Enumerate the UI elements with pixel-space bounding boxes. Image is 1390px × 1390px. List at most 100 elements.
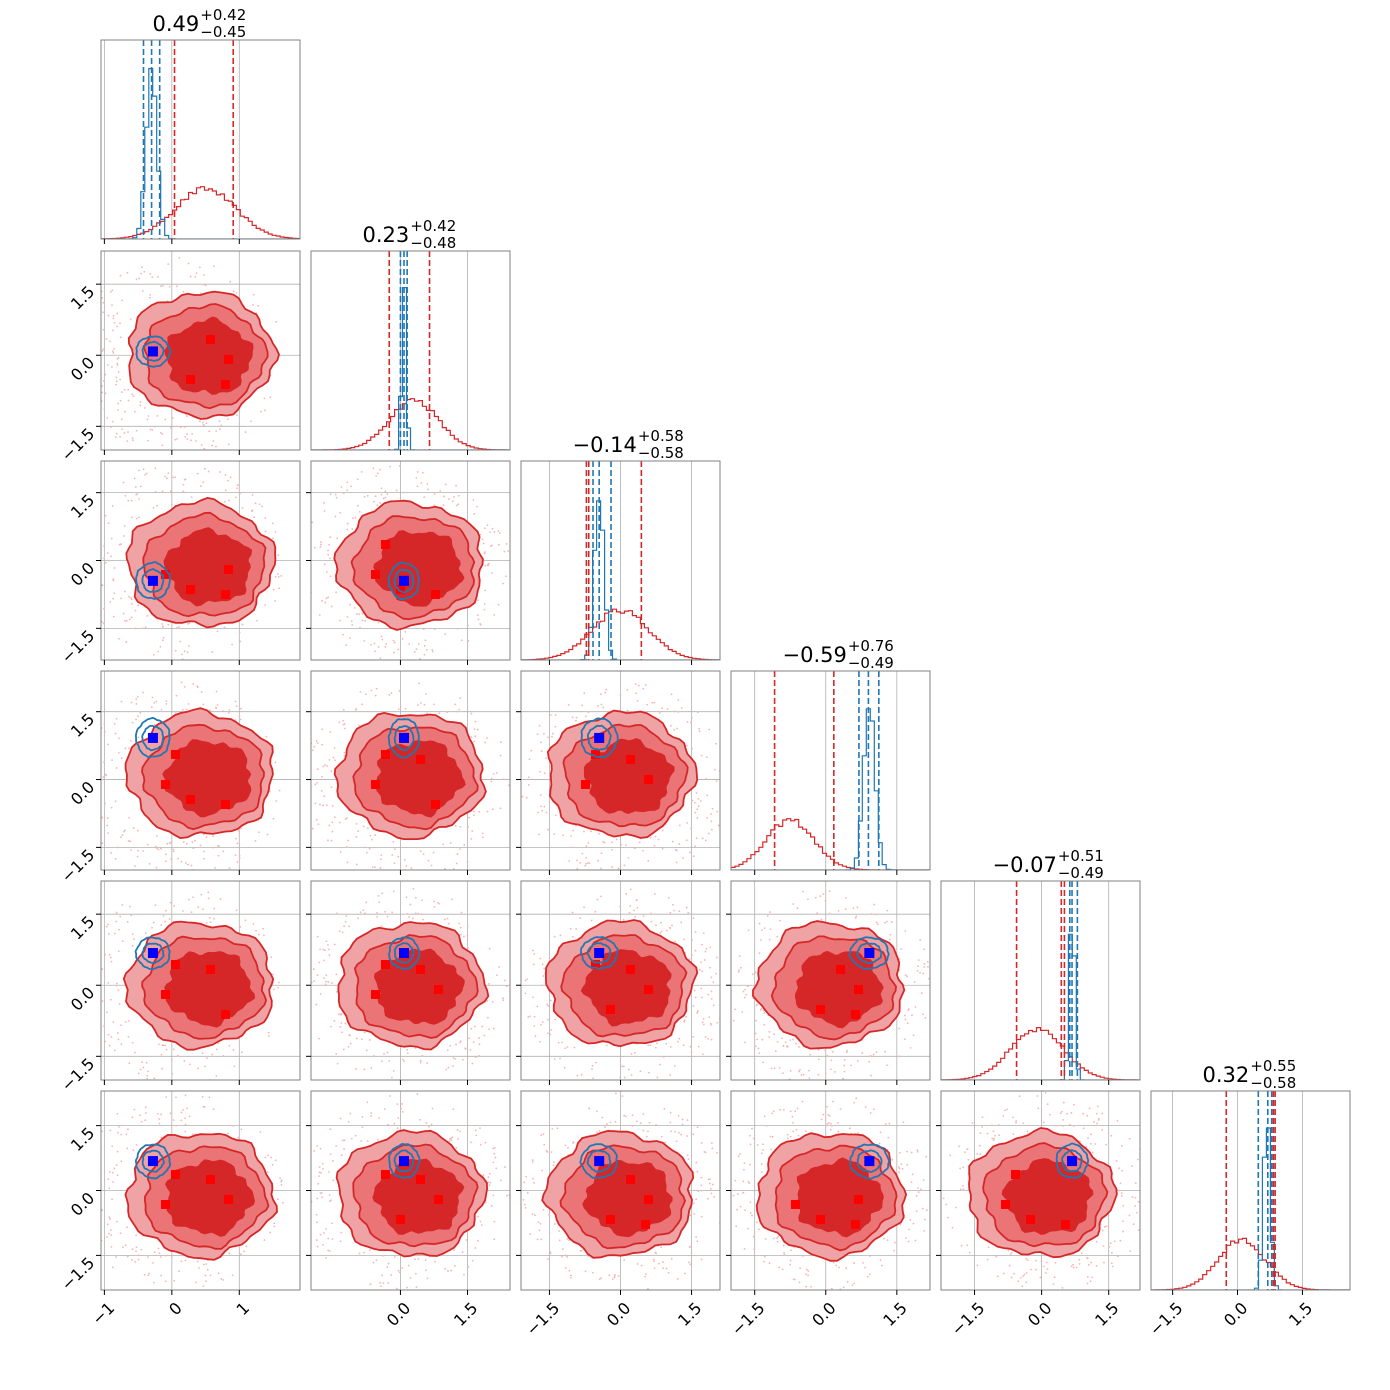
sample-point <box>477 618 480 621</box>
sample-point <box>135 1234 138 1237</box>
sample-point <box>917 1191 920 1194</box>
sample-point <box>659 932 662 934</box>
sample-point <box>716 810 719 813</box>
sample-point <box>107 982 110 984</box>
sample-point <box>658 712 661 714</box>
sample-point <box>678 824 681 827</box>
sample-point <box>652 871 654 873</box>
sample-point <box>197 1067 199 1070</box>
sample-point <box>280 1180 283 1183</box>
sample-point <box>543 1143 546 1146</box>
sample-point <box>447 1066 450 1069</box>
sample-point <box>1122 1204 1125 1207</box>
sample-point <box>639 1122 642 1125</box>
sample-point <box>845 896 847 899</box>
sample-point <box>327 553 330 556</box>
sample-point <box>103 1025 105 1027</box>
panel-title-minus: −0.48 <box>410 234 456 252</box>
sample-point <box>319 545 322 548</box>
sample-point <box>398 689 401 692</box>
sample-point <box>415 476 418 479</box>
sample-point <box>112 1181 114 1183</box>
sample-point <box>345 644 348 647</box>
sample-point <box>96 520 98 522</box>
sample-point <box>665 1042 668 1045</box>
sample-point <box>780 1037 783 1040</box>
sample-point <box>170 426 172 429</box>
sample-point <box>94 1002 96 1004</box>
sample-point <box>491 1001 494 1003</box>
sample-point <box>132 395 135 398</box>
sample-point <box>665 929 668 932</box>
sample-point <box>528 758 531 761</box>
sample-point <box>319 803 321 806</box>
y-tick-label: 0.0 <box>67 777 98 808</box>
sample-point <box>112 579 115 582</box>
sample-point <box>467 946 469 949</box>
sample-point <box>117 356 120 359</box>
sample-point <box>796 907 799 910</box>
sample-point <box>696 1012 699 1014</box>
sample-point <box>638 841 641 844</box>
sample-point <box>115 982 118 985</box>
sample-point <box>321 728 324 731</box>
sample-point <box>324 764 326 766</box>
sample-point <box>676 727 678 730</box>
sample-point <box>662 1261 664 1263</box>
sample-point <box>92 966 94 968</box>
sample-point <box>450 1139 453 1141</box>
sample-point <box>673 909 675 912</box>
sample-point <box>160 708 163 711</box>
sample-point <box>727 982 729 984</box>
sample-point <box>263 409 266 412</box>
sample-point <box>664 1141 667 1144</box>
red-marker <box>221 1009 230 1019</box>
sample-point <box>194 839 196 842</box>
sample-point <box>686 1135 689 1137</box>
sample-point <box>395 489 398 492</box>
sample-point <box>410 867 413 870</box>
sample-point <box>211 1053 214 1056</box>
sample-point <box>700 1215 703 1218</box>
sample-point <box>374 495 377 498</box>
sample-point <box>710 1038 713 1041</box>
sample-point <box>539 770 541 773</box>
sample-point <box>657 1262 660 1265</box>
sample-point <box>118 928 121 931</box>
sample-point <box>783 1253 786 1256</box>
sample-point <box>1075 1266 1078 1269</box>
sample-point <box>715 956 718 959</box>
sample-point <box>923 948 926 951</box>
y-tick-label: 0.0 <box>67 1188 98 1219</box>
sample-point <box>922 1179 925 1181</box>
sample-point <box>891 1158 894 1161</box>
sample-point <box>581 852 584 855</box>
sample-point <box>202 703 205 706</box>
red-marker <box>434 1194 443 1204</box>
sample-point <box>323 795 326 798</box>
sample-point <box>378 468 381 471</box>
sample-point <box>523 1181 526 1184</box>
sample-point <box>752 1137 755 1140</box>
sample-point <box>306 748 308 750</box>
sample-point <box>596 1131 598 1134</box>
sample-point <box>763 1012 766 1014</box>
sample-point <box>206 1268 209 1271</box>
sample-point <box>1128 1214 1131 1217</box>
sample-point <box>479 533 482 536</box>
sample-point <box>454 703 457 706</box>
sample-point <box>602 706 605 709</box>
sample-point <box>680 1133 683 1136</box>
sample-point <box>320 1192 323 1194</box>
sample-point <box>279 1177 282 1179</box>
sample-point <box>866 1275 869 1278</box>
sample-point <box>779 1108 781 1111</box>
sample-point <box>366 1140 369 1142</box>
sample-point <box>669 1074 672 1076</box>
sample-point <box>202 1263 205 1266</box>
sample-point <box>143 270 146 273</box>
joint-panel-4-2 <box>306 670 511 875</box>
sample-point <box>687 911 690 914</box>
sample-point <box>897 1166 900 1169</box>
sample-point <box>361 619 364 622</box>
